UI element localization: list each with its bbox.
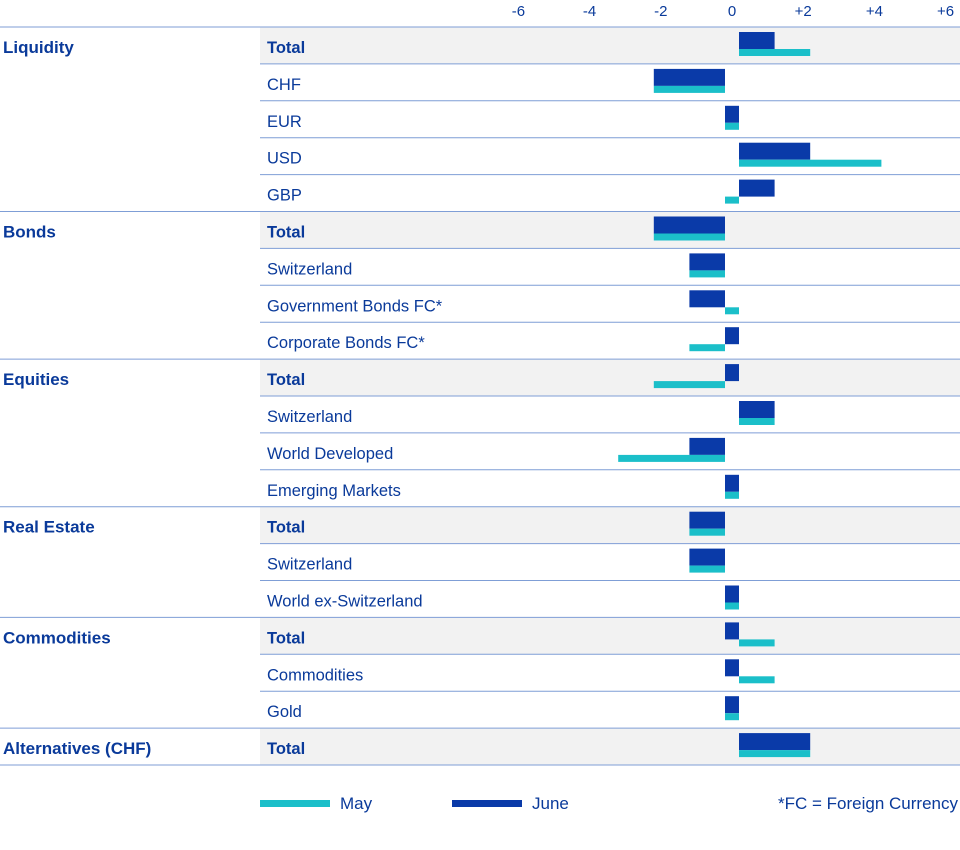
bar-june — [725, 585, 739, 603]
bar-june — [739, 401, 775, 418]
bar-may — [689, 565, 725, 573]
bar-may — [653, 85, 725, 93]
row-label: Switzerland — [267, 556, 352, 574]
x-tick-label: -4 — [583, 3, 596, 20]
row-label: Switzerland — [267, 408, 352, 426]
legend-swatch-june — [452, 800, 522, 807]
row-label: Emerging Markets — [267, 482, 401, 500]
x-tick-label: +2 — [795, 3, 812, 20]
row-label: World ex-Switzerland — [267, 593, 423, 611]
bar-june — [739, 142, 811, 160]
bar-may — [739, 639, 775, 647]
bar-june — [689, 253, 725, 271]
bar-may — [739, 676, 775, 684]
legend-label-may: May — [340, 794, 373, 813]
category-label: Commodities — [3, 628, 111, 647]
row-label: Total — [267, 224, 305, 242]
bar-june — [725, 659, 739, 677]
category-label: Liquidity — [3, 38, 74, 57]
bar-may — [739, 750, 811, 758]
row-label: Corporate Bonds FC* — [267, 334, 425, 352]
bar-may — [689, 270, 725, 278]
x-axis-ticks: -6 -4 -2 0 +2 +4 +6 — [512, 3, 954, 20]
row-label: USD — [267, 150, 302, 168]
row-label: World Developed — [267, 445, 393, 463]
row-label: Total — [267, 519, 305, 537]
bar-may — [739, 49, 811, 56]
bar-june — [689, 511, 725, 529]
row-label: Total — [267, 371, 305, 389]
row-label: Commodities — [267, 666, 363, 684]
row-labels: Total Liquidity CHF EUR USD GBP Total Bonds Swit… — [3, 38, 443, 758]
bar-may — [689, 528, 725, 536]
row-dividers — [0, 26, 960, 766]
bar-june — [689, 290, 725, 308]
bar-june — [739, 179, 775, 197]
row-label: Switzerland — [267, 260, 352, 278]
row-label: Total — [267, 740, 305, 758]
row-label: Government Bonds FC* — [267, 297, 443, 315]
bar-may — [739, 418, 775, 425]
row-shading — [260, 27, 960, 765]
x-tick-label: -6 — [512, 3, 525, 20]
legend-swatch-may — [260, 800, 330, 807]
total-row-shade — [260, 617, 960, 655]
legend-label-june: June — [532, 794, 569, 813]
bar-june — [725, 364, 739, 382]
bar-june — [739, 32, 775, 49]
bar-june — [725, 696, 739, 714]
row-label: Gold — [267, 703, 302, 721]
bar-may — [739, 159, 882, 167]
category-label: Real Estate — [3, 518, 95, 537]
bar-may — [725, 196, 739, 204]
total-row-shade — [260, 359, 960, 396]
category-label: Alternatives (CHF) — [3, 739, 151, 758]
bar-june — [725, 327, 739, 345]
bar-may — [725, 307, 739, 315]
legend: May June *FC = Foreign Currency — [260, 794, 958, 813]
bar-may — [618, 454, 725, 462]
row-label: CHF — [267, 76, 301, 94]
bar-june — [653, 68, 725, 86]
bar-june — [725, 474, 739, 492]
bar-may — [725, 713, 739, 721]
bar-may — [653, 233, 725, 241]
bar-june — [689, 437, 725, 455]
bar-may — [653, 381, 725, 389]
bar-june — [725, 105, 739, 123]
x-tick-label: -2 — [654, 3, 667, 20]
row-label: EUR — [267, 113, 302, 131]
x-tick-label: +4 — [866, 3, 883, 20]
bar-june — [725, 622, 739, 640]
bar-may — [725, 122, 739, 130]
row-label: GBP — [267, 187, 302, 205]
bar-june — [653, 216, 725, 234]
total-row-shade — [260, 211, 960, 249]
category-label: Bonds — [3, 223, 56, 242]
bar-june — [689, 548, 725, 566]
bar-may — [725, 491, 739, 499]
bar-may — [689, 344, 725, 352]
total-row-shade — [260, 27, 960, 64]
total-row-shade — [260, 728, 960, 765]
footnote-fc: *FC = Foreign Currency — [778, 794, 958, 813]
bar-june — [739, 733, 811, 751]
category-label: Equities — [3, 370, 69, 389]
bars — [618, 32, 882, 758]
row-label: Total — [267, 629, 305, 647]
x-tick-label: 0 — [728, 3, 736, 20]
bar-may — [725, 602, 739, 610]
total-row-shade — [260, 506, 960, 544]
row-label: Total — [267, 39, 305, 57]
x-tick-label: +6 — [937, 3, 954, 20]
